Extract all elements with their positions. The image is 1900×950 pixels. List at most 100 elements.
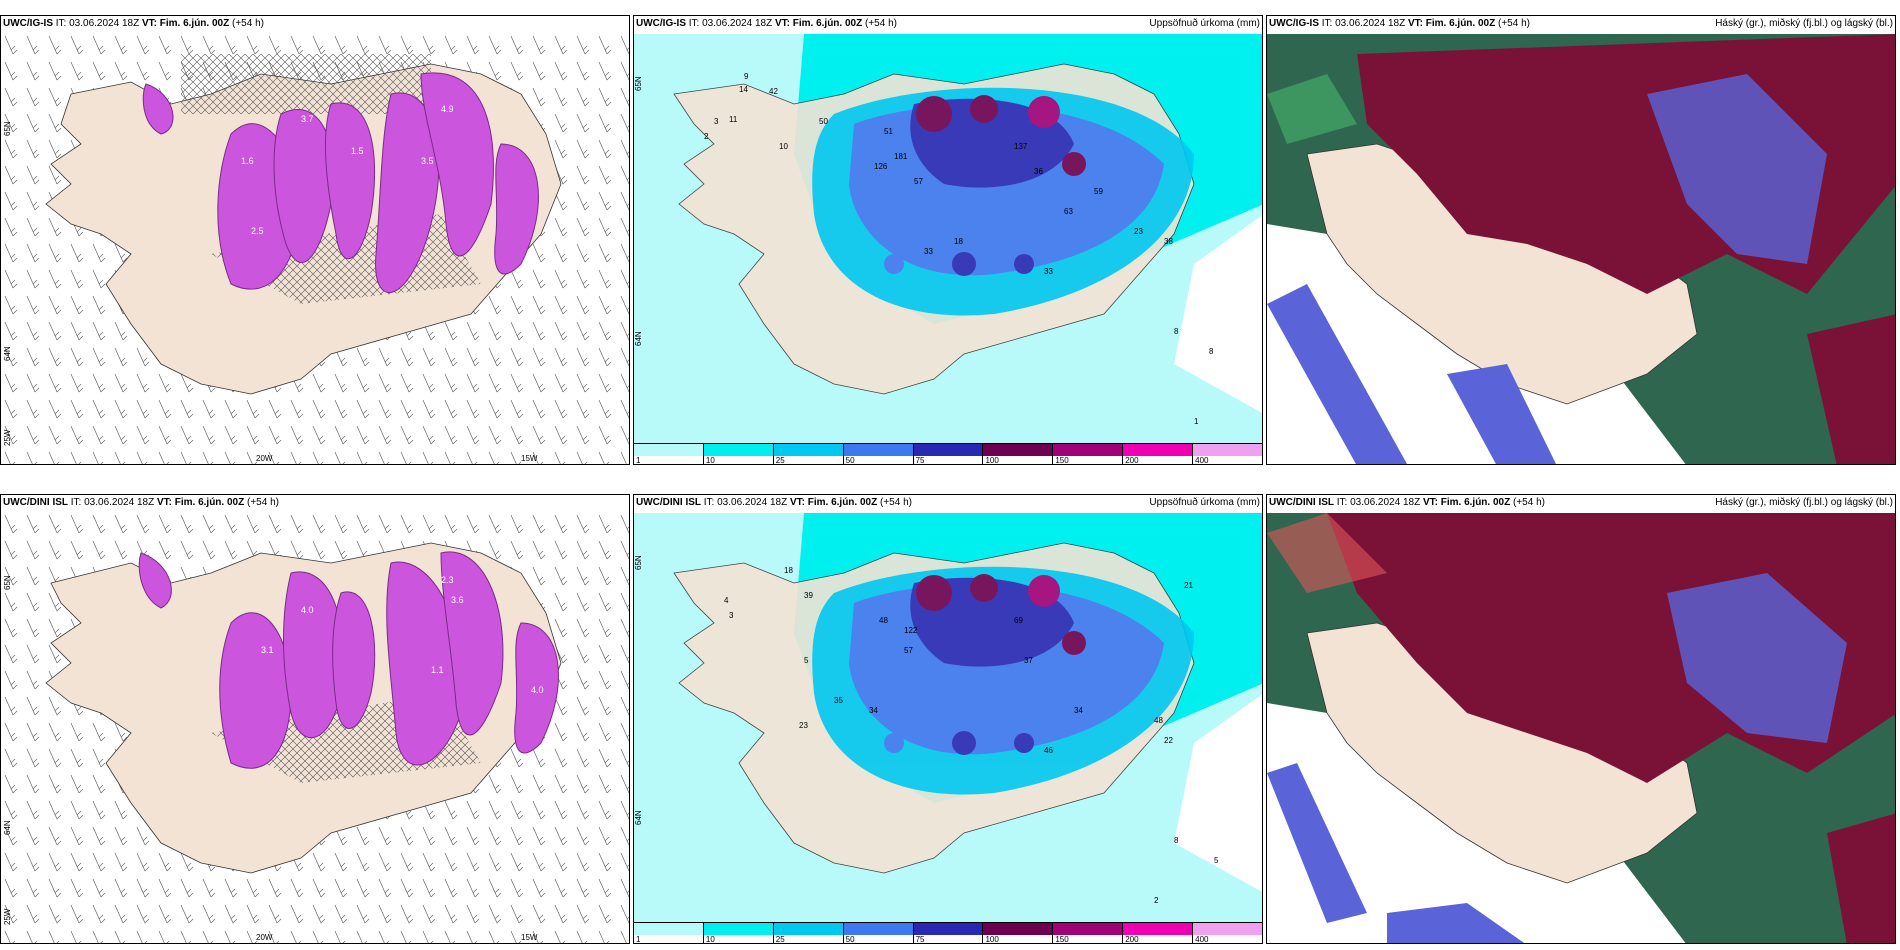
svg-text:2.3: 2.3: [441, 575, 454, 585]
svg-text:63: 63: [1064, 207, 1073, 216]
panel-title: UWC/DINI ISL IT: 03.06.2024 18Z VT: Fim.…: [1269, 497, 1545, 508]
svg-text:38: 38: [1164, 237, 1173, 246]
panel-subtitle: Háský (gr.), miðský (fj.bl.) og lágský (…: [1715, 18, 1893, 29]
precip-values: 9 14 42 11 3 2 10 50 51 181 126 57 137 3…: [704, 72, 1214, 426]
legend-swatch: [773, 444, 843, 456]
legend-seg: 75: [913, 444, 984, 464]
cloudlayers-map-svg: [1267, 34, 1895, 464]
lat-label: 65N: [634, 76, 643, 91]
legend-swatch: [843, 444, 913, 456]
legend-seg: 100: [983, 923, 1054, 943]
lat-label: 64N: [634, 810, 643, 825]
panel-title: UWC/DINI ISL IT: 03.06.2024 18Z VT: Fim.…: [636, 497, 912, 508]
svg-text:3: 3: [729, 611, 734, 620]
precip-legend: 1 10 25 50 75 100 150 200 400: [634, 443, 1262, 464]
panel-cloudlayers-bottom: UWC/DINI ISL IT: 03.06.2024 18Z VT: Fim.…: [1266, 494, 1896, 944]
svg-text:37: 37: [1024, 656, 1033, 665]
panel-title: UWC/IG-IS IT: 03.06.2024 18Z VT: Fim. 6.…: [1269, 18, 1530, 29]
svg-text:11: 11: [729, 115, 738, 124]
cloudlayers-map: [1267, 513, 1895, 943]
svg-text:1.1: 1.1: [431, 665, 444, 675]
panel-cloud-bottom: UWC/DINI ISL IT: 03.06.2024 18Z VT: Fim.…: [0, 494, 630, 944]
lat-label: 25W: [3, 908, 12, 925]
legend-seg: 50: [843, 444, 914, 464]
svg-text:22: 22: [1164, 736, 1173, 745]
panel-cloud-top: UWC/IG-IS IT: 03.06.2024 18Z VT: Fim. 6.…: [0, 15, 630, 465]
lon-label: 20W: [256, 454, 273, 463]
svg-text:2.5: 2.5: [251, 226, 264, 236]
svg-text:36: 36: [1034, 167, 1043, 176]
svg-text:10: 10: [779, 142, 788, 151]
cloudlayers-map-svg: [1267, 513, 1895, 943]
svg-text:51: 51: [884, 127, 893, 136]
legend-seg: 150: [1053, 444, 1124, 464]
legend-swatch: [703, 444, 773, 456]
svg-text:14: 14: [739, 85, 748, 94]
precip-map-svg: 9 14 42 11 3 2 10 50 51 181 126 57 137 3…: [634, 34, 1262, 464]
legend-seg: 75: [913, 923, 984, 943]
svg-text:3.5: 3.5: [421, 156, 434, 166]
legend-seg: 1: [634, 923, 704, 943]
lon-label: 15W: [521, 454, 538, 463]
svg-text:122: 122: [904, 626, 918, 635]
legend-swatch: [1123, 444, 1193, 456]
svg-text:8: 8: [1209, 347, 1214, 356]
svg-text:4.0: 4.0: [531, 685, 544, 695]
legend-swatch: [983, 923, 1053, 935]
svg-text:34: 34: [869, 706, 878, 715]
legend-swatch: [634, 923, 703, 935]
svg-text:2: 2: [704, 132, 709, 141]
svg-text:4: 4: [724, 596, 729, 605]
svg-text:33: 33: [924, 247, 933, 256]
legend-seg: 25: [773, 923, 844, 943]
svg-text:1.5: 1.5: [351, 146, 364, 156]
precip-map: 18 4 3 39 5 48 122 57 69 37 34 21 35 34 …: [634, 513, 1262, 943]
svg-text:59: 59: [1094, 187, 1103, 196]
panel-precip-top: UWC/IG-IS IT: 03.06.2024 18Z VT: Fim. 6.…: [633, 15, 1263, 465]
svg-text:18: 18: [954, 237, 963, 246]
lat-label: 65N: [634, 555, 643, 570]
legend-swatch: [983, 444, 1053, 456]
precip-map-svg: 18 4 3 39 5 48 122 57 69 37 34 21 35 34 …: [634, 513, 1262, 943]
panel-title: UWC/DINI ISL IT: 03.06.2024 18Z VT: Fim.…: [3, 497, 279, 508]
legend-seg: 10: [703, 444, 774, 464]
svg-text:34: 34: [1074, 706, 1083, 715]
svg-text:1: 1: [1194, 417, 1199, 426]
legend-swatch: [1123, 923, 1193, 935]
panel-cloudlayers-top: UWC/IG-IS IT: 03.06.2024 18Z VT: Fim. 6.…: [1266, 15, 1896, 465]
svg-text:5: 5: [804, 656, 809, 665]
panel-subtitle: Uppsöfnuð úrkoma (mm): [1149, 497, 1260, 508]
svg-text:48: 48: [879, 616, 888, 625]
legend-swatch: [703, 923, 773, 935]
svg-text:1.6: 1.6: [241, 156, 254, 166]
legend-swatch: [1053, 444, 1123, 456]
svg-text:21: 21: [1184, 581, 1193, 590]
svg-text:46: 46: [1044, 746, 1053, 755]
svg-text:5: 5: [1214, 856, 1219, 865]
cloud-map-svg: 3.7 4.9 2.5 3.5 1.5 1.6: [1, 34, 629, 464]
legend-swatch: [843, 923, 913, 935]
legend-seg: 400: [1193, 923, 1262, 943]
svg-text:57: 57: [904, 646, 913, 655]
legend-seg: 1: [634, 444, 704, 464]
lat-label: 65N: [3, 121, 12, 136]
legend-seg: 50: [843, 923, 914, 943]
svg-text:3.6: 3.6: [451, 595, 464, 605]
legend-seg: 200: [1123, 923, 1194, 943]
svg-text:39: 39: [804, 591, 813, 600]
legend-seg: 400: [1193, 444, 1262, 464]
legend-seg: 150: [1053, 923, 1124, 943]
panel-precip-bottom: UWC/DINI ISL IT: 03.06.2024 18Z VT: Fim.…: [633, 494, 1263, 944]
cloud-values: 3.7 4.9 2.5 3.5 1.5 1.6: [241, 104, 454, 236]
lat-label: 65N: [3, 575, 12, 590]
panel-title: UWC/IG-IS IT: 03.06.2024 18Z VT: Fim. 6.…: [636, 18, 897, 29]
legend-swatch: [773, 923, 843, 935]
svg-text:2: 2: [1154, 896, 1159, 905]
lon-label: 20W: [256, 933, 273, 942]
cloud-map: 3.7 4.9 2.5 3.5 1.5 1.6: [1, 34, 629, 464]
svg-text:4.0: 4.0: [301, 605, 314, 615]
svg-text:3: 3: [714, 117, 719, 126]
svg-text:9: 9: [744, 72, 749, 81]
lon-label: 15W: [521, 933, 538, 942]
cloud-map: 2.3 3.6 4.0 1.1 3.1 4.0: [1, 513, 629, 943]
